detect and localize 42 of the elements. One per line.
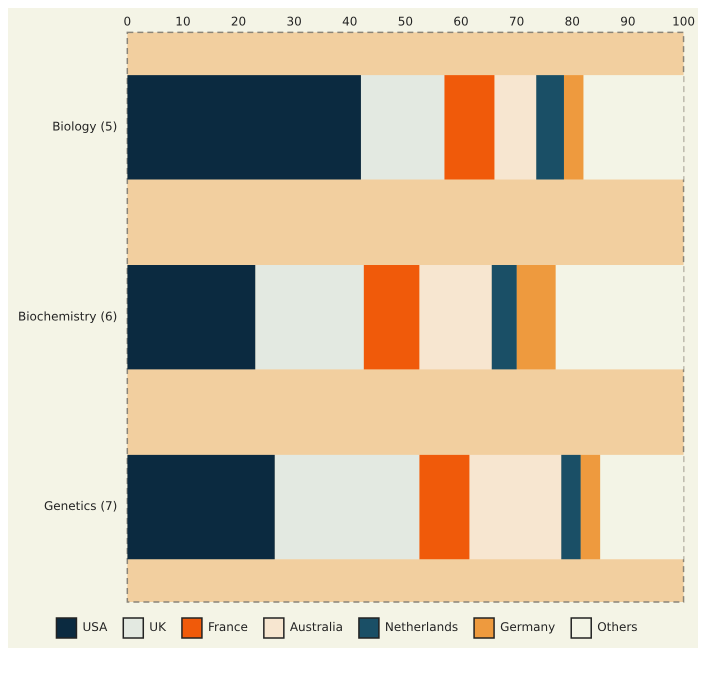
bar xyxy=(274,454,420,560)
bar xyxy=(469,454,562,560)
bar xyxy=(127,454,275,560)
bar xyxy=(127,75,361,180)
bar xyxy=(600,454,684,560)
bar xyxy=(556,264,684,370)
bar xyxy=(255,264,364,370)
bar xyxy=(444,75,494,180)
bar xyxy=(536,75,564,180)
legend-label: Australia xyxy=(290,620,343,634)
x-tick-label: 40 xyxy=(342,14,358,28)
x-tick-label: 100 xyxy=(672,14,695,28)
y-tick-label: Biology (5) xyxy=(52,119,118,134)
x-tick-label: 30 xyxy=(286,14,302,28)
legend-label: UK xyxy=(149,620,168,634)
bar xyxy=(360,75,444,180)
y-tick-label: Genetics (7) xyxy=(44,499,118,514)
x-tick-label: 80 xyxy=(564,14,580,28)
bar xyxy=(564,75,584,180)
x-tick-label: 20 xyxy=(230,14,246,28)
bar xyxy=(561,454,581,560)
bar xyxy=(127,264,256,370)
legend-label: France xyxy=(208,620,248,634)
legend-label: Others xyxy=(597,620,638,634)
x-tick-label: 70 xyxy=(509,14,524,28)
legend-label: Netherlands xyxy=(384,620,458,634)
bar xyxy=(419,454,470,560)
bar xyxy=(494,75,536,180)
bar xyxy=(580,454,600,560)
x-tick-label: 0 xyxy=(124,14,132,28)
x-tick-label: 90 xyxy=(620,14,636,28)
x-tick-label: 50 xyxy=(398,14,414,28)
y-tick-label: Biochemistry (6) xyxy=(18,309,118,324)
bar xyxy=(492,264,517,370)
legend-label: Germany xyxy=(500,620,556,634)
bar xyxy=(419,264,492,370)
bar xyxy=(364,264,420,370)
bar xyxy=(516,264,556,370)
x-tick-label: 10 xyxy=(175,14,191,28)
bar xyxy=(583,75,684,180)
legend-label: USA xyxy=(82,620,108,634)
x-tick-label: 60 xyxy=(453,14,469,28)
